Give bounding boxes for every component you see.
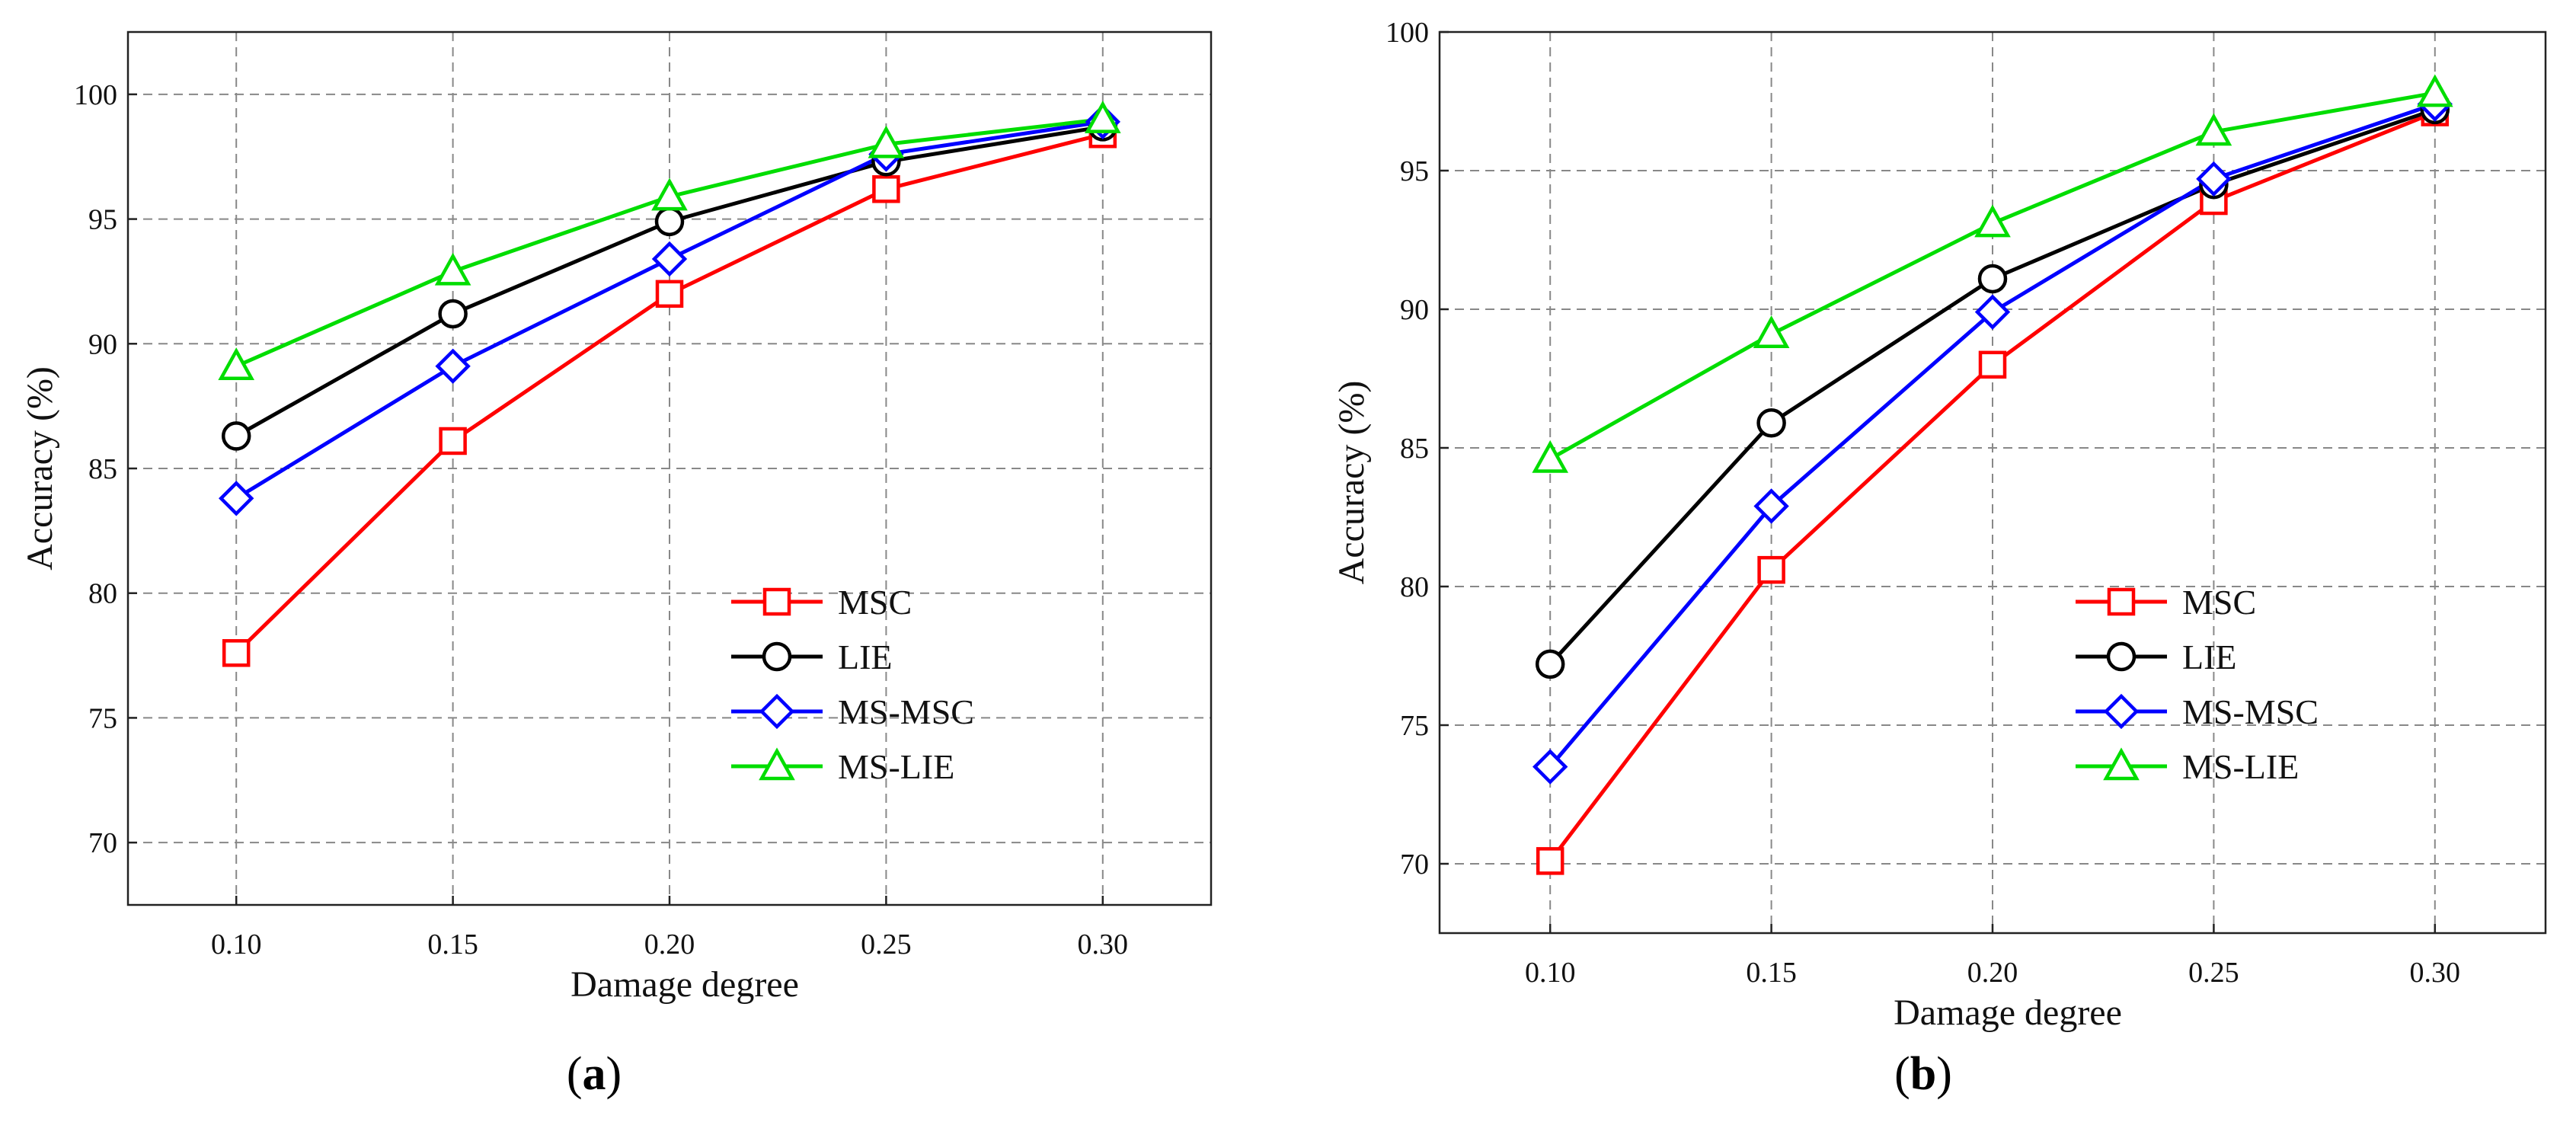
panel-label-open: ( [1894,1048,1910,1100]
data-point-ms-lie [1532,440,1569,473]
legend-marker-msc [762,587,791,616]
legend-label: LIE [838,638,893,676]
data-point-ms-lie [218,347,255,381]
y-tick-label: 70 [88,827,117,859]
data-point-msc [872,175,900,203]
data-point-ms-msc [219,481,254,516]
data-point-ms-lie [1974,204,2011,238]
legend-label: MS-MSC [2182,692,2319,731]
data-point-lie [654,206,685,237]
legend-marker-ms-msc [2103,693,2140,730]
legend-marker-msc [2107,587,2136,616]
y-tick-label: 70 [1400,849,1429,881]
data-point-msc [655,280,684,308]
chart-panel-b: 0.10 0.15 0.20 0.25 0.30 70 75 80 85 90 95 100 Damag… [1331,17,2547,1033]
data-point-ms-lie [2416,74,2453,107]
y-axis-title: Accuracy (%) [20,366,60,571]
legend-marker-ms-lie [2103,747,2140,781]
x-tick-label: 0.20 [644,929,695,961]
data-point-ms-msc [651,241,688,277]
legend-marker-ms-lie [759,747,795,781]
y-tick-label: 100 [74,79,117,111]
legend-label: MS-MSC [838,692,974,731]
panel-label-close: ) [606,1048,622,1100]
data-point-msc [222,639,251,667]
panel-label-letter: b [1910,1048,1936,1100]
legend-label: MSC [838,583,912,622]
data-point-ms-msc [1974,294,2011,330]
data-point-ms-lie [1084,100,1121,133]
data-point-lie [221,421,251,451]
x-tick-label: 0.25 [861,929,912,961]
y-tick-label: 90 [88,328,117,360]
data-point-ms-lie [1753,315,1790,349]
legend-marker-ms-msc [759,693,795,730]
legend-label: LIE [2182,638,2237,676]
legend-label: MS-LIE [2182,747,2299,786]
x-tick-label: 0.25 [2188,957,2239,989]
chart-panel-a: 0.10 0.15 0.20 0.25 0.30 70 75 80 85 90 95 100 Damag… [20,30,1213,1005]
data-point-ms-msc [2196,161,2232,197]
data-point-lie [438,299,468,329]
legend: MSC LIE MS-MSC MS-LIE [2076,583,2319,786]
data-point-ms-msc [1753,488,1789,524]
data-point-msc [1757,555,1785,584]
panel-label-open: ( [567,1048,583,1100]
x-axis-title: Damage degree [1894,993,2122,1033]
data-point-lie [1756,408,1786,438]
x-tick-label: 0.30 [2410,957,2461,989]
y-tick-label: 95 [88,204,117,236]
y-tick-label: 95 [1400,155,1429,187]
legend-marker-lie [762,641,792,672]
x-tick-label: 0.10 [211,929,262,961]
y-tick-label: 80 [1400,571,1429,603]
x-tick-label: 0.15 [427,929,478,961]
panel-label-close: ) [1936,1048,1952,1100]
legend: MSC LIE MS-MSC MS-LIE [731,583,974,786]
data-point-ms-lie [2195,113,2232,146]
x-axis-title: Damage degree [570,964,799,1005]
y-axis-title: Accuracy (%) [1331,381,1372,585]
data-point-ms-msc [435,348,471,384]
data-point-ms-lie [868,125,905,158]
data-point-lie [1535,649,1565,679]
legend-label: MS-LIE [838,747,954,786]
x-tick-label: 0.20 [1967,957,2018,989]
y-tick-label: 90 [1400,294,1429,326]
x-tick-label: 0.30 [1078,929,1129,961]
y-tick-label: 75 [1400,710,1429,742]
data-point-lie [1977,264,2008,294]
data-point-ms-msc [1532,749,1568,785]
panel-label: (b) [1894,1048,1952,1100]
data-point-msc [439,427,467,456]
data-point-ms-lie [651,177,688,211]
legend-marker-lie [2106,641,2137,672]
x-tick-label: 0.10 [1525,957,1576,989]
data-point-ms-lie [434,252,471,286]
y-tick-label: 100 [1385,17,1429,49]
panel-label-letter: a [583,1048,606,1100]
data-point-msc [1536,847,1564,875]
y-tick-label: 85 [88,453,117,485]
panel-label: (a) [567,1048,622,1100]
x-tick-label: 0.15 [1746,957,1797,989]
y-tick-label: 85 [1400,433,1429,465]
data-point-msc [1978,350,2007,379]
y-tick-label: 75 [88,702,117,734]
y-tick-label: 80 [88,578,117,610]
legend-label: MSC [2182,583,2256,622]
